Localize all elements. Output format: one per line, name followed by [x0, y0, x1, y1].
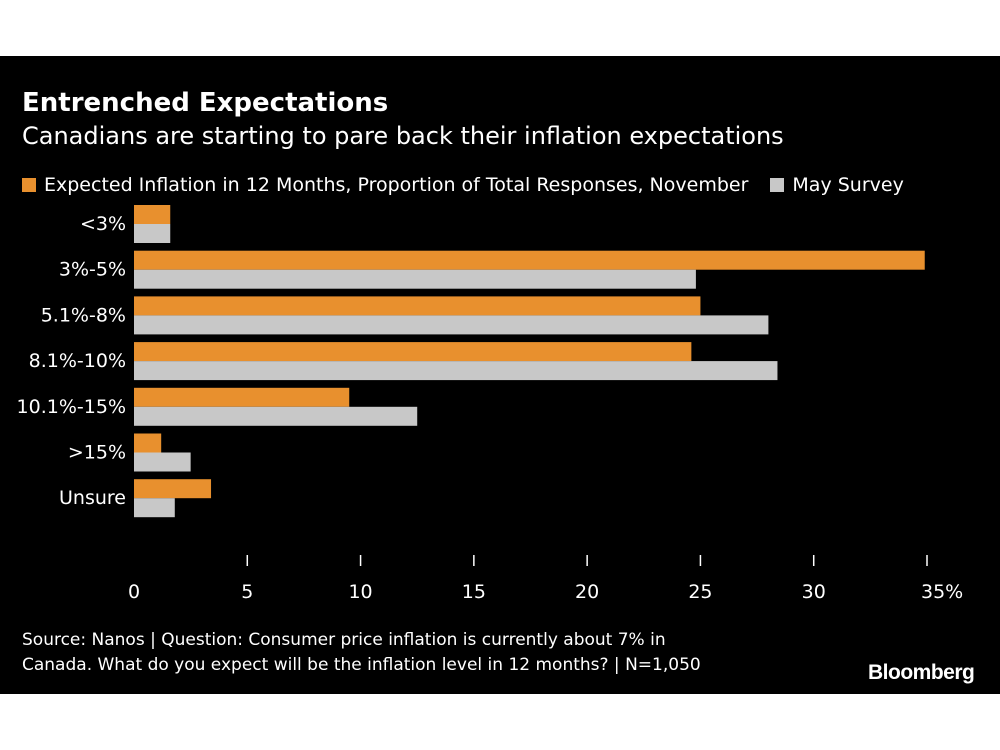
x-tick-label: 25 — [688, 581, 712, 603]
x-tick-label: 20 — [575, 581, 599, 603]
source-line-2: Canada. What do you expect will be the i… — [22, 655, 701, 675]
category-label: Unsure — [59, 487, 126, 509]
bar-november — [134, 296, 701, 316]
bar-november — [134, 205, 171, 224]
bar-november — [134, 479, 212, 499]
chart-subtitle: Canadians are starting to pare back thei… — [22, 122, 784, 150]
category-label: 8.1%-10% — [29, 350, 126, 372]
legend-item-may: May Survey — [770, 174, 904, 196]
legend-item-november: Expected Inflation in 12 Months, Proport… — [22, 174, 748, 196]
legend-swatch-november — [22, 178, 36, 192]
bar-may — [134, 224, 171, 243]
legend-swatch-may — [770, 178, 785, 192]
bar-may — [134, 498, 175, 518]
legend: Expected Inflation in 12 Months, Proport… — [22, 174, 926, 196]
bar-november — [134, 342, 692, 362]
x-tick-label: 10 — [348, 581, 372, 603]
x-tick-label: 15 — [462, 581, 486, 603]
bar-may — [134, 315, 769, 335]
bar-may — [134, 361, 778, 381]
bar-november — [134, 250, 925, 270]
bar-chart: <3% 3%-5% 5.1%-8% 8.1%-10% 10.1%-15% >15% Unsu… — [17, 205, 963, 603]
x-tick-label: 0 — [128, 581, 140, 603]
category-label: 5.1%-8% — [41, 304, 126, 326]
category-label: 10.1%-15% — [17, 396, 126, 418]
source-line-1: Source: Nanos | Question: Consumer price… — [22, 630, 666, 650]
category-label: 3%-5% — [59, 259, 126, 281]
source-note: Source: Nanos | Question: Consumer price… — [22, 628, 802, 678]
chart-panel: Entrenched Expectations Canadians are st… — [0, 56, 1000, 694]
category-label: >15% — [68, 442, 126, 464]
bar-may — [134, 406, 418, 426]
legend-label-may: May Survey — [792, 174, 904, 196]
bar-may — [134, 269, 696, 289]
legend-label-november: Expected Inflation in 12 Months, Proport… — [44, 174, 749, 196]
x-tick-label: 5 — [241, 581, 253, 603]
x-tick-label: 35% — [921, 581, 963, 603]
x-tick-label: 30 — [802, 581, 826, 603]
bar-november — [134, 433, 162, 453]
category-label: <3% — [80, 213, 126, 235]
chart-title: Entrenched Expectations — [22, 88, 389, 118]
bloomberg-logo: Bloomberg — [868, 661, 975, 684]
bar-november — [134, 387, 350, 407]
bar-may — [134, 452, 191, 472]
